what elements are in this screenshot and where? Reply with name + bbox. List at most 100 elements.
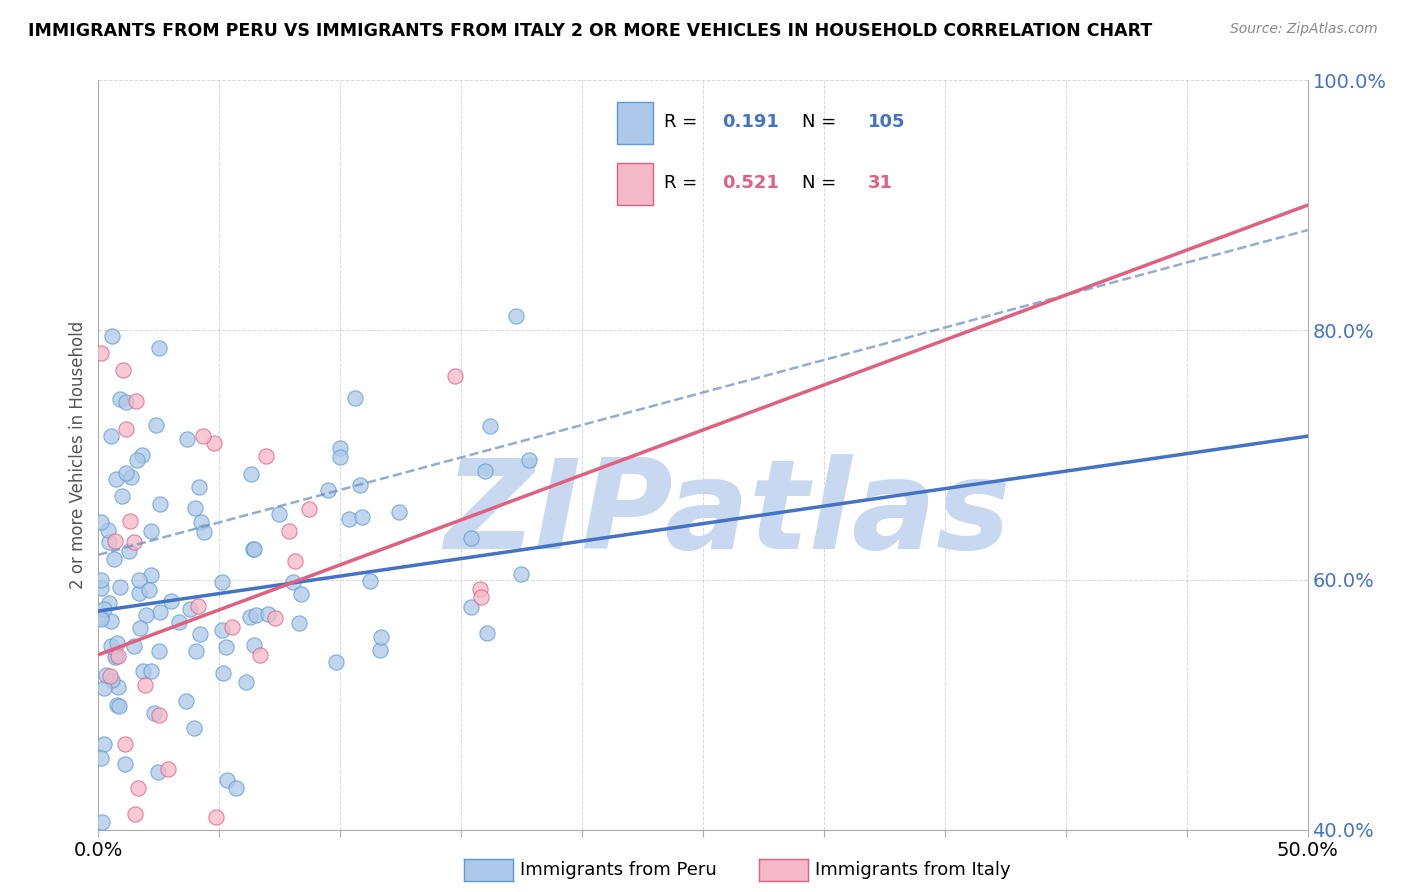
Point xyxy=(343,392,366,406)
Point xyxy=(108,580,131,594)
Point xyxy=(93,601,115,615)
Point xyxy=(460,531,482,545)
Point xyxy=(186,855,208,869)
Point xyxy=(211,574,233,589)
Point xyxy=(100,429,122,443)
Point xyxy=(183,501,205,516)
Point xyxy=(249,648,271,662)
Point xyxy=(145,417,167,432)
Point xyxy=(134,677,156,691)
Point xyxy=(105,648,128,663)
Text: Immigrants from Peru: Immigrants from Peru xyxy=(520,861,717,879)
Point xyxy=(125,394,148,409)
Point xyxy=(193,428,215,442)
Point xyxy=(107,648,129,663)
Point xyxy=(104,534,127,549)
Point xyxy=(100,640,122,654)
Point xyxy=(122,640,145,654)
Point xyxy=(235,675,257,690)
Point xyxy=(186,643,208,657)
Point xyxy=(90,574,112,588)
Point xyxy=(138,582,160,597)
Point xyxy=(225,781,247,796)
Point xyxy=(120,470,142,484)
Point xyxy=(101,328,124,343)
Point xyxy=(114,737,136,751)
Point xyxy=(183,721,205,735)
Point xyxy=(188,627,211,641)
Text: Immigrants from Italy: Immigrants from Italy xyxy=(815,861,1011,879)
Point xyxy=(370,630,392,644)
Point xyxy=(100,614,122,628)
Point xyxy=(517,452,540,467)
Point xyxy=(215,640,238,654)
Point xyxy=(245,608,267,623)
Point xyxy=(108,392,131,407)
Point xyxy=(328,441,350,455)
Point xyxy=(127,780,149,795)
Point xyxy=(135,885,157,892)
Point xyxy=(193,524,215,539)
Point xyxy=(114,422,136,436)
Point xyxy=(174,693,197,707)
Point xyxy=(470,582,492,596)
Point xyxy=(118,514,141,528)
Point xyxy=(98,596,121,610)
Point xyxy=(243,542,266,557)
Point xyxy=(131,448,153,462)
Point xyxy=(128,586,150,600)
Point xyxy=(368,643,391,657)
Point xyxy=(90,515,112,529)
Point xyxy=(148,708,170,723)
Point xyxy=(204,810,226,824)
Point xyxy=(90,609,112,624)
Point xyxy=(478,419,501,434)
Point xyxy=(101,673,124,687)
Point xyxy=(97,523,120,537)
Point xyxy=(104,649,127,664)
Point xyxy=(221,620,243,634)
Point xyxy=(283,575,305,590)
Point xyxy=(474,464,496,478)
Point xyxy=(284,554,307,568)
Point xyxy=(187,599,209,614)
Point xyxy=(139,568,162,582)
Point xyxy=(97,534,120,549)
Point xyxy=(149,605,172,619)
Point xyxy=(107,699,129,714)
Point xyxy=(118,544,141,558)
Point xyxy=(141,664,163,678)
Point xyxy=(107,680,129,694)
Point xyxy=(112,363,135,377)
Point xyxy=(242,541,264,556)
Point xyxy=(215,772,238,787)
Point xyxy=(114,467,136,481)
Point xyxy=(388,505,411,519)
Point xyxy=(105,698,128,712)
Point xyxy=(124,807,146,822)
Text: IMMIGRANTS FROM PERU VS IMMIGRANTS FROM ITALY 2 OR MORE VEHICLES IN HOUSEHOLD CO: IMMIGRANTS FROM PERU VS IMMIGRANTS FROM … xyxy=(28,22,1153,40)
Point xyxy=(188,480,211,494)
Point xyxy=(460,600,482,615)
Point xyxy=(254,449,277,463)
Point xyxy=(316,483,339,498)
Point xyxy=(190,516,212,530)
Point xyxy=(337,511,360,525)
Point xyxy=(94,668,117,682)
Point xyxy=(329,450,352,464)
Point xyxy=(350,510,373,524)
Point xyxy=(103,552,125,566)
Point xyxy=(122,535,145,549)
Point xyxy=(90,751,112,765)
Point xyxy=(240,467,263,482)
Y-axis label: 2 or more Vehicles in Household: 2 or more Vehicles in Household xyxy=(69,321,87,589)
Point xyxy=(148,644,170,658)
Point xyxy=(135,608,157,623)
Point xyxy=(98,669,121,683)
Point xyxy=(128,574,150,588)
Point xyxy=(160,594,183,608)
Point xyxy=(243,638,266,652)
Point xyxy=(298,502,321,516)
Point xyxy=(263,611,285,625)
Point xyxy=(510,567,533,582)
